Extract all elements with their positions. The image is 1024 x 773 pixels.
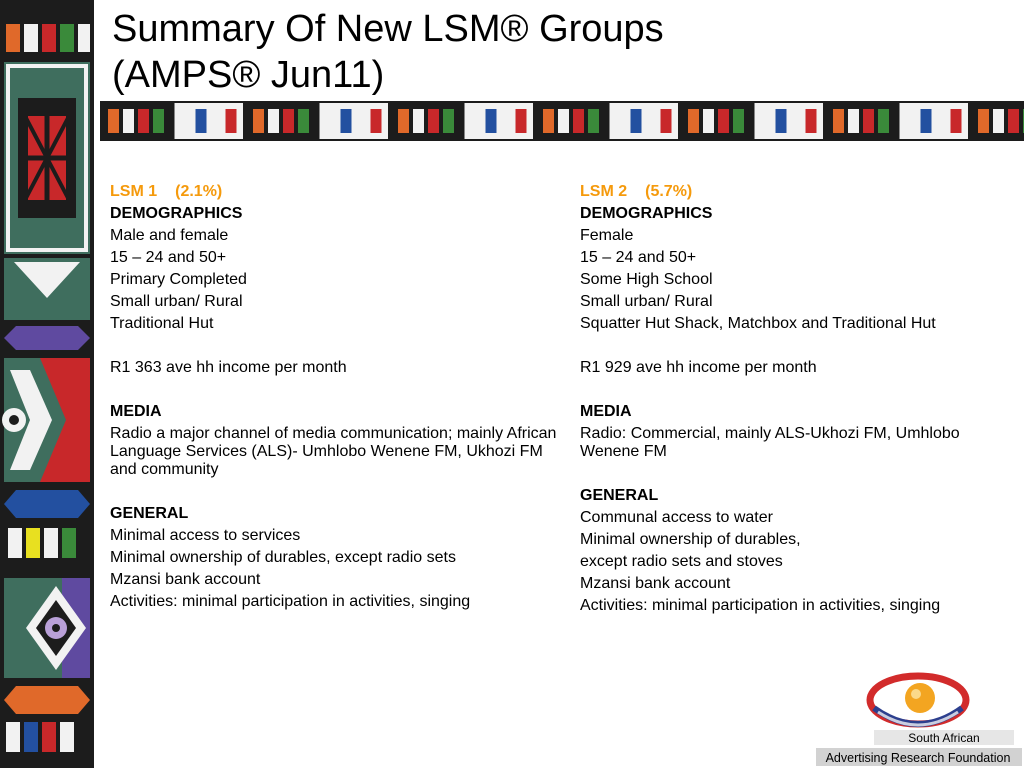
lsm1-demographics-label: DEMOGRAPHICS [110, 205, 243, 222]
band-bead [210, 109, 222, 133]
lsm1-title: LSM 1 [110, 183, 158, 200]
band-bead [428, 109, 439, 133]
band-bead [805, 109, 817, 133]
lsm1-general-label: GENERAL [110, 505, 189, 522]
lsm1-demographic-item: Male and female [110, 227, 229, 244]
lsm2-title: LSM 2 [580, 183, 628, 200]
band-bead [688, 109, 699, 133]
band-bead [370, 109, 382, 133]
band-bead [978, 109, 989, 133]
band-bead [905, 109, 917, 133]
lsm1-income: R1 363 ave hh income per month [110, 359, 347, 376]
band-bead [413, 109, 424, 133]
logo-text-line-2: Advertising Research Foundation [826, 751, 1011, 765]
band-bead [573, 109, 584, 133]
lsm1-media-label: MEDIA [110, 403, 162, 420]
lsm2-demographic-item: Female [580, 227, 634, 244]
band-bead [253, 109, 264, 133]
bead-pattern-graphic [100, 101, 1024, 141]
lsm1-general-item: Activities: minimal participation in act… [110, 593, 471, 610]
lsm1-percentage: (2.1%) [175, 183, 223, 200]
band-bead [485, 109, 497, 133]
band-bead [283, 109, 294, 133]
band-bead [630, 109, 642, 133]
band-bead [848, 109, 859, 133]
title-line-1: Summary Of New LSM® Groups [112, 8, 664, 50]
eye-logo-icon: South African Advertising Research Found… [816, 672, 1022, 766]
band-bead [500, 109, 512, 133]
band-bead [718, 109, 729, 133]
decorative-sidebar [0, 0, 94, 768]
tribal-pattern-graphic [2, 24, 90, 752]
lsm1-general-item: Minimal access to services [110, 527, 301, 544]
band-bead [950, 109, 962, 133]
lsm2-media-label: MEDIA [580, 403, 632, 420]
band-bead [558, 109, 569, 133]
band-bead [340, 109, 352, 133]
band-bead [645, 109, 657, 133]
title-line-2: (AMPS® Jun11) [112, 54, 385, 96]
logo-text-line-1: South African [908, 731, 979, 745]
band-bead [443, 109, 454, 133]
band-bead [298, 109, 309, 133]
lsm1-demographic-item: Small urban/ Rural [110, 293, 243, 310]
lsm2-percentage: (5.7%) [645, 183, 693, 200]
band-bead [878, 109, 889, 133]
band-bead [775, 109, 787, 133]
band-bead [268, 109, 279, 133]
band-bead [138, 109, 149, 133]
band-bead [733, 109, 744, 133]
band-bead [660, 109, 672, 133]
lsm1-media-text: Radio a major channel of media communica… [110, 425, 557, 478]
band-bead [123, 109, 134, 133]
lsm2-demographic-item: Small urban/ Rural [580, 293, 713, 310]
page-title: Summary Of New LSM® Groups (AMPS® Jun11) [112, 6, 664, 98]
lsm2-demographic-item: Some High School [580, 271, 713, 288]
band-bead [935, 109, 947, 133]
band-bead [470, 109, 482, 133]
band-bead [993, 109, 1004, 133]
lsm2-general-item: Communal access to water [580, 509, 773, 526]
lsm2-general-item: Activities: minimal participation in act… [580, 597, 941, 614]
lsm1-demographic-item: Traditional Hut [110, 315, 214, 332]
band-bead [195, 109, 207, 133]
band-bead [703, 109, 714, 133]
lsm2-column: LSM 2 (5.7%) DEMOGRAPHICS Female 15 – 24 … [580, 181, 1020, 617]
band-bead [760, 109, 772, 133]
lsm2-media-text: Radio: Commercial, mainly ALS-Ukhozi FM,… [580, 425, 960, 460]
lsm1-demographic-item: Primary Completed [110, 271, 247, 288]
lsm2-income: R1 929 ave hh income per month [580, 359, 817, 376]
lsm2-general-item: except radio sets and stoves [580, 553, 783, 570]
lsm2-demographic-item: 15 – 24 and 50+ [580, 249, 697, 266]
lsm2-demographics-label: DEMOGRAPHICS [580, 205, 713, 222]
lsm1-heading: LSM 1 (2.1%) [110, 181, 560, 203]
band-bead [108, 109, 119, 133]
decorative-pattern-band [100, 101, 1024, 141]
band-bead [153, 109, 164, 133]
lsm2-general-item: Minimal ownership of durables, [580, 531, 801, 548]
band-bead [355, 109, 367, 133]
saarf-logo: South African Advertising Research Found… [812, 668, 1024, 768]
band-bead [833, 109, 844, 133]
band-bead [615, 109, 627, 133]
band-bead [1008, 109, 1019, 133]
lsm2-general-item: Mzansi bank account [580, 575, 731, 592]
band-bead [225, 109, 237, 133]
band-bead [325, 109, 337, 133]
lsm2-heading: LSM 2 (5.7%) [580, 181, 1020, 203]
lsm1-general-item: Minimal ownership of durables, except ra… [110, 549, 456, 566]
lsm1-column: LSM 1 (2.1%) DEMOGRAPHICS Male and female… [110, 181, 560, 613]
band-bead [863, 109, 874, 133]
band-bead [920, 109, 932, 133]
lsm2-demographic-item: Squatter Hut Shack, Matchbox and Traditi… [580, 315, 936, 332]
lsm1-demographic-item: 15 – 24 and 50+ [110, 249, 227, 266]
band-bead [398, 109, 409, 133]
band-bead [588, 109, 599, 133]
lsm1-general-item: Mzansi bank account [110, 571, 261, 588]
band-bead [515, 109, 527, 133]
band-bead [790, 109, 802, 133]
lsm2-general-label: GENERAL [580, 487, 659, 504]
band-bead [543, 109, 554, 133]
band-bead [180, 109, 192, 133]
